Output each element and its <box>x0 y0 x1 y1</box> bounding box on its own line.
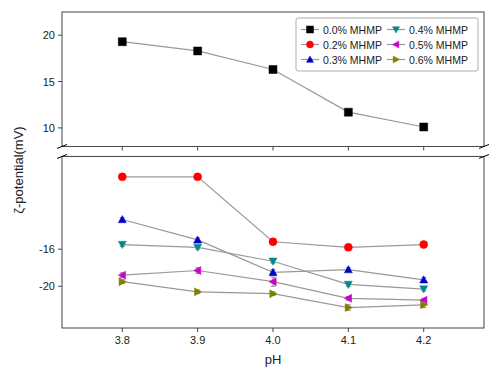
x-tick <box>423 146 424 150</box>
x-tick <box>197 146 198 150</box>
axis-break <box>57 154 67 158</box>
x-axis-label: pH <box>265 352 282 367</box>
x-tick-label: 4.2 <box>416 334 431 346</box>
legend-box <box>296 18 478 71</box>
legend-label: 0.0% MHMP <box>323 24 382 36</box>
legend-label: 0.6% MHMP <box>409 54 468 66</box>
data-point <box>345 304 352 312</box>
legend-marker <box>307 26 314 33</box>
x-tick-label: 4.1 <box>341 334 356 346</box>
data-point <box>420 276 428 283</box>
legend-marker <box>393 41 399 48</box>
axis-break <box>479 154 489 158</box>
series-line <box>122 245 423 290</box>
data-point <box>269 65 277 73</box>
series-line <box>122 271 423 301</box>
data-point <box>344 243 352 251</box>
x-tick <box>273 328 274 332</box>
y-tick-label: 10 <box>43 122 55 134</box>
data-point <box>344 266 352 273</box>
x-tick <box>197 328 198 332</box>
data-point <box>269 278 276 286</box>
y-tick-label: -20 <box>39 280 55 292</box>
x-tick <box>423 328 424 332</box>
legend-label: 0.4% MHMP <box>409 24 468 36</box>
legend-marker <box>393 56 399 63</box>
y-tick-label: 15 <box>43 76 55 88</box>
data-point <box>194 47 202 55</box>
data-point <box>194 244 202 251</box>
legend-marker <box>307 56 314 62</box>
legend: 0.0% MHMP 0.2% MHMP 0.3% MHMP 0.4% MHMP 0.5%… <box>296 18 478 71</box>
y-tick-label: 20 <box>43 29 55 41</box>
axis-break <box>57 144 67 148</box>
chart: 10 15 20 -20 -16 3.8 3.9 4.0 4.1 4.2 pH ζ-potential… <box>0 0 500 374</box>
x-tick-label: 3.8 <box>115 334 130 346</box>
data-point <box>421 301 428 309</box>
y-tick <box>58 35 62 36</box>
data-point <box>420 241 428 249</box>
series-line <box>122 282 423 308</box>
panel: 10 15 20 <box>43 12 489 150</box>
axis-break <box>479 144 489 148</box>
legend-label: 0.5% MHMP <box>409 39 468 51</box>
data-point <box>269 238 277 246</box>
x-tick <box>273 146 274 150</box>
y-tick <box>58 81 62 82</box>
x-tick-label: 3.9 <box>190 334 205 346</box>
data-point <box>344 294 351 302</box>
data-point <box>344 108 352 116</box>
data-point <box>194 173 202 181</box>
legend-label: 0.3% MHMP <box>323 54 382 66</box>
data-point <box>269 258 277 265</box>
data-point <box>118 173 126 181</box>
series-line <box>122 42 423 127</box>
data-point <box>194 267 201 275</box>
data-point <box>118 241 126 248</box>
y-tick <box>58 249 62 250</box>
data-point <box>420 123 428 131</box>
legend-marker <box>393 27 400 33</box>
legend-marker <box>307 41 314 48</box>
x-tick <box>348 328 349 332</box>
y-tick <box>58 286 62 287</box>
data-point <box>344 281 352 288</box>
x-tick <box>122 328 123 332</box>
data-point <box>270 290 277 298</box>
x-tick <box>122 146 123 150</box>
series-line <box>122 177 423 247</box>
x-tick <box>348 146 349 150</box>
panel: -20 -16 3.8 3.9 4.0 4.1 4.2 pH <box>39 154 489 367</box>
plot-frame <box>62 12 484 146</box>
data-point <box>420 286 428 293</box>
series-line <box>122 220 423 280</box>
data-area <box>118 173 427 312</box>
legend-label: 0.2% MHMP <box>323 39 382 51</box>
data-point <box>118 38 126 46</box>
data-point <box>118 216 126 223</box>
data-point <box>119 278 126 286</box>
data-point <box>194 288 201 296</box>
data-point <box>194 236 202 243</box>
y-axis-label: ζ-potential(mV) <box>11 126 26 213</box>
y-tick <box>58 127 62 128</box>
y-tick-label: -16 <box>39 243 55 255</box>
plot-frame <box>62 156 484 328</box>
data-point <box>269 268 277 275</box>
x-tick-label: 4.0 <box>265 334 280 346</box>
